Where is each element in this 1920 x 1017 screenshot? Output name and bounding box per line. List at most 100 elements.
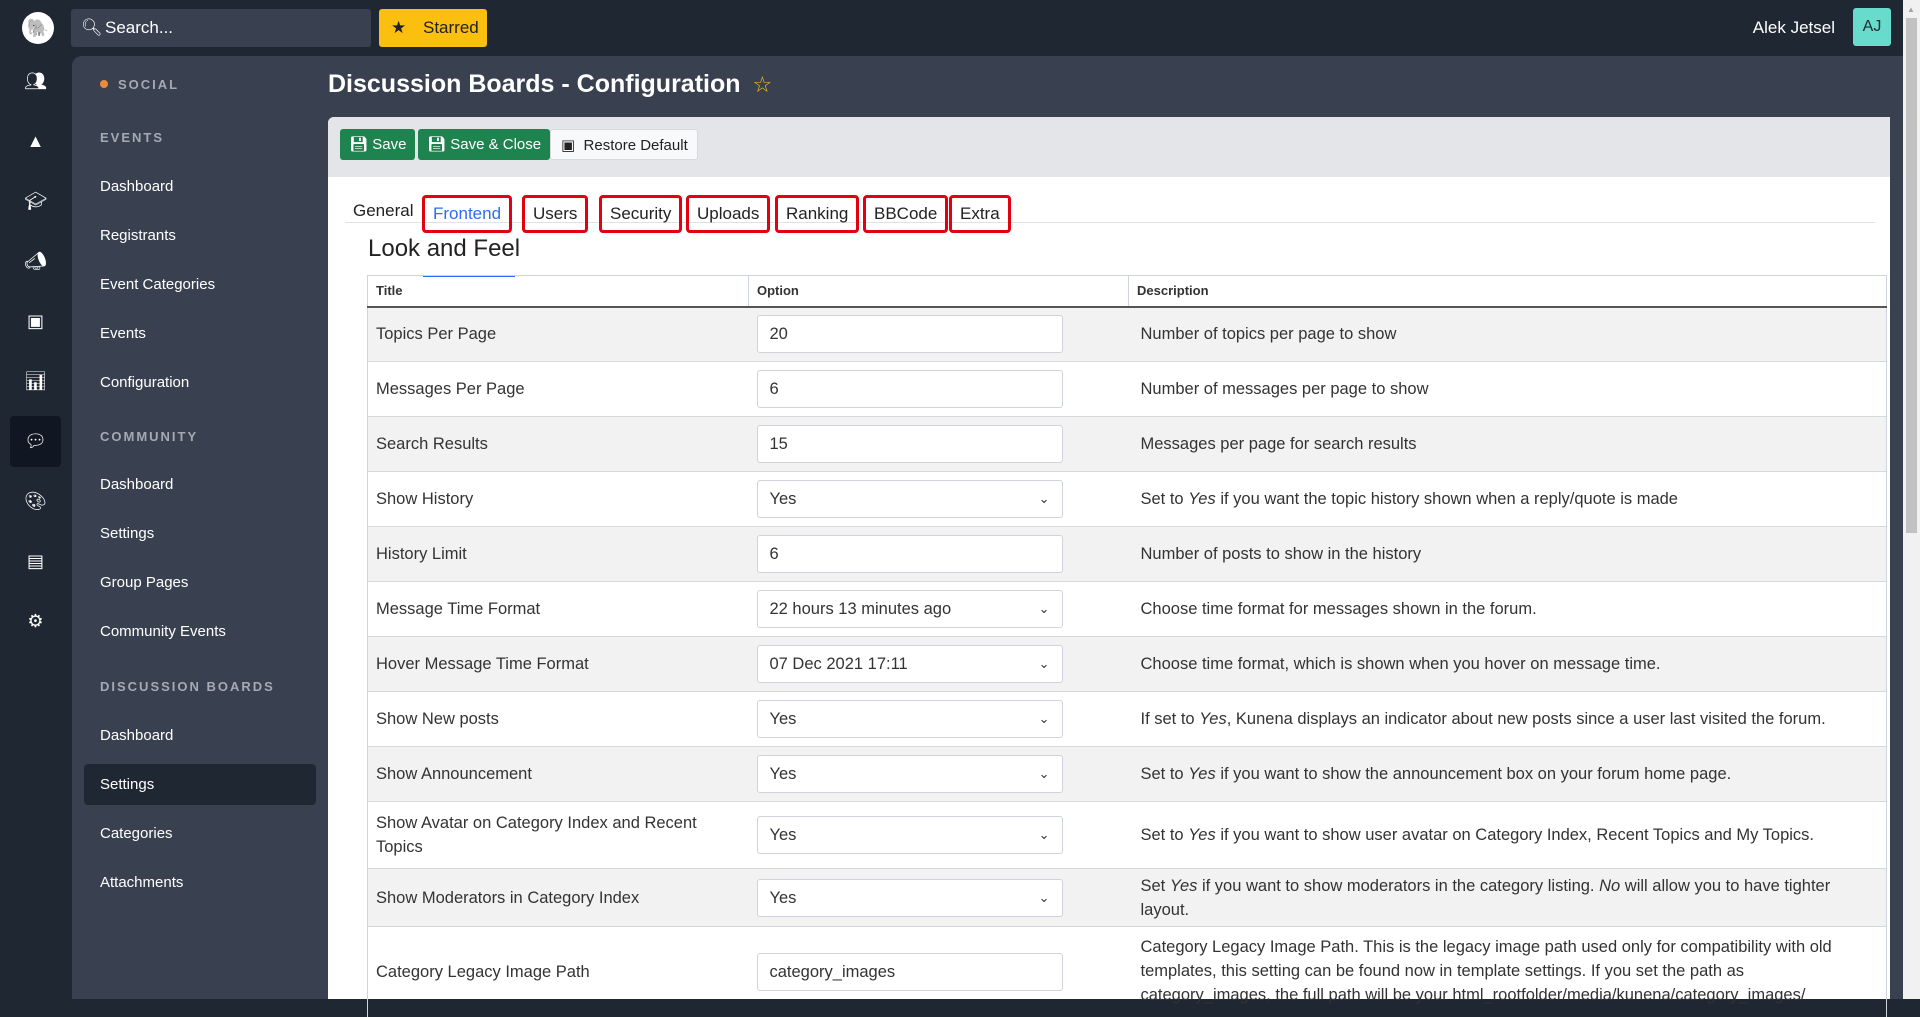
row-option: Yes ⌄ (748, 746, 1129, 802)
sidebar-item-configuration[interactable]: Configuration (100, 374, 190, 391)
sidebar-item-group-pages[interactable]: Group Pages (100, 574, 189, 591)
option-input[interactable]: 20 (756, 315, 1063, 354)
row-title: Show Avatar on Category Index and Recent… (367, 801, 749, 869)
sidebar-header-events: EVENTS (100, 130, 165, 145)
option-select[interactable]: 22 hours 13 minutes ago ⌄ (756, 590, 1063, 628)
sidebar-item-community-dashboard[interactable]: Dashboard (100, 476, 174, 493)
option-select[interactable]: Yes ⌄ (756, 878, 1063, 917)
chevron-down-icon: ⌄ (1038, 889, 1050, 905)
restore-default-button[interactable]: ▣ Restore Default (550, 129, 698, 160)
tab-bar: General Frontend Users Security Uploads … (345, 177, 1875, 233)
search-icon: 🔍︎ (81, 18, 103, 37)
option-input[interactable]: 15 (756, 425, 1063, 463)
sidebar: SOCIAL EVENTS Dashboard Registrants Even… (72, 56, 328, 999)
option-input[interactable]: 6 (756, 535, 1063, 573)
sidebar-item-attachments[interactable]: Attachments (100, 874, 184, 891)
chevron-down-icon: ⌄ (1038, 656, 1050, 671)
sidebar-item-events-dashboard[interactable]: Dashboard (100, 178, 174, 195)
tab-security[interactable]: Security (599, 195, 683, 233)
comment-icon[interactable]: 💬︎ (10, 416, 61, 467)
option-value: 6 (769, 380, 779, 398)
row-option: 6 (748, 526, 1129, 582)
sidebar-item-discussion-dashboard[interactable]: Dashboard (100, 727, 174, 744)
option-value: 22 hours 13 minutes ago (769, 600, 952, 618)
table-row: Messages Per Page 6 Number of messages p… (367, 361, 1887, 417)
users-icon[interactable]: 👥︎ (24, 71, 47, 91)
tab-uploads[interactable]: Uploads (686, 195, 771, 233)
sidebar-item-discussion-settings[interactable]: Settings (84, 764, 316, 805)
elephant-logo-icon[interactable]: 🐘 (22, 12, 54, 44)
option-select[interactable]: Yes ⌄ (756, 755, 1063, 793)
option-input[interactable]: 6 (756, 370, 1063, 408)
tab-ranking[interactable]: Ranking (775, 195, 860, 233)
option-select[interactable]: Yes ⌄ (756, 480, 1063, 518)
chevron-down-icon: ⌄ (1038, 766, 1050, 781)
shapes-icon[interactable]: ▲ (26, 131, 45, 151)
table-row: Show Moderators in Category Index Yes ⌄ S… (367, 868, 1887, 927)
option-value: Yes (769, 888, 797, 907)
option-value: Yes (769, 765, 797, 783)
sidebar-item-community-settings[interactable]: Settings (100, 525, 155, 542)
chevron-down-icon: ⌄ (1038, 491, 1050, 506)
icon-rail: 👥︎ ▲ 🎓︎ 📣︎ ▣ 📊︎ 💬︎ 🎨︎ ▤ ⚙ (0, 56, 72, 999)
social-label: SOCIAL (118, 77, 180, 92)
avatar[interactable]: AJ (1853, 8, 1891, 46)
row-option: 6 (748, 361, 1129, 417)
sidebar-item-categories[interactable]: Categories (100, 825, 173, 842)
option-value: Yes (769, 490, 797, 508)
header-description: Description (1128, 275, 1887, 308)
window-icon[interactable]: ▤ (26, 551, 44, 571)
sidebar-header-community: COMMUNITY (100, 429, 199, 444)
option-select[interactable]: 07 Dec 2021 17:11 ⌄ (756, 645, 1063, 683)
option-value: 15 (769, 435, 788, 453)
tab-bbcode[interactable]: BBCode (863, 195, 949, 233)
chevron-down-icon: ⌄ (1038, 601, 1050, 616)
scrollbar[interactable]: ▲ (1903, 0, 1920, 999)
user-name[interactable]: Alek Jetsel (1752, 18, 1835, 37)
tab-general[interactable]: General (353, 201, 414, 220)
ticket-icon[interactable]: ▣ (26, 311, 44, 331)
megaphone-icon[interactable]: 📣︎ (24, 251, 47, 271)
scrollbar-thumb[interactable] (1906, 18, 1917, 533)
gear-icon[interactable]: ⚙ (27, 611, 44, 631)
option-value: category_images (769, 962, 896, 981)
option-value: Yes (769, 710, 797, 728)
scroll-up-icon[interactable]: ▲ (1907, 5, 1915, 14)
row-title: Messages Per Page (367, 361, 749, 417)
row-description: Set to Yes if you want to show user avat… (1128, 801, 1887, 869)
palette-icon[interactable]: 🎨︎ (24, 491, 47, 511)
chevron-down-icon: ⌄ (1038, 827, 1050, 842)
row-option: 15 (748, 416, 1129, 472)
tab-users[interactable]: Users (522, 195, 589, 233)
sidebar-item-events[interactable]: Events (100, 325, 146, 342)
save-close-label: Save & Close (450, 136, 542, 153)
search-input[interactable]: 🔍︎ Search... (71, 9, 371, 47)
floppy-icon: 💾︎ (349, 136, 373, 153)
save-close-button[interactable]: 💾︎ Save & Close (418, 129, 551, 160)
row-description: Category Legacy Image Path. This is the … (1128, 926, 1887, 1017)
search-placeholder: Search... (105, 18, 174, 37)
graduation-cap-icon[interactable]: 🎓︎ (24, 191, 47, 211)
option-value: 6 (769, 545, 779, 563)
restore-label: Restore Default (583, 137, 688, 154)
page-title: Discussion Boards - Configuration ☆ (328, 70, 772, 99)
sidebar-item-community-events[interactable]: Community Events (100, 623, 226, 640)
row-description: Set to Yes if you want the topic history… (1128, 471, 1887, 527)
main-content: Discussion Boards - Configuration ☆ 💾︎ Sa… (328, 56, 1903, 1017)
sidebar-item-event-categories[interactable]: Event Categories (100, 276, 216, 293)
sidebar-header-social[interactable]: SOCIAL (100, 77, 179, 92)
sidebar-item-registrants[interactable]: Registrants (100, 227, 176, 244)
row-title: Show Moderators in Category Index (367, 868, 749, 927)
chart-icon[interactable]: 📊︎ (24, 371, 47, 391)
tab-frontend[interactable]: Frontend (422, 195, 513, 233)
option-input[interactable]: category_images (756, 952, 1063, 991)
row-option: Yes ⌄ (748, 868, 1129, 927)
save-button[interactable]: 💾︎ Save (340, 129, 416, 160)
option-select[interactable]: Yes ⌄ (756, 816, 1063, 854)
row-option: Yes ⌄ (748, 471, 1129, 527)
tab-extra[interactable]: Extra (949, 195, 1011, 233)
star-outline-icon[interactable]: ☆ (752, 72, 773, 97)
row-title: Show New posts (367, 691, 749, 747)
starred-button[interactable]: ★ Starred (379, 9, 487, 47)
option-select[interactable]: Yes ⌄ (756, 700, 1063, 738)
